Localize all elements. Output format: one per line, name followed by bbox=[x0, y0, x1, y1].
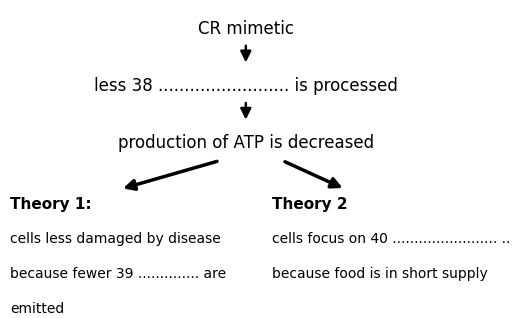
Text: production of ATP is decreased: production of ATP is decreased bbox=[118, 134, 374, 152]
Text: cells focus on 40 ........................ ..: cells focus on 40 ......................… bbox=[272, 232, 510, 246]
Text: because food is in short supply: because food is in short supply bbox=[272, 267, 488, 281]
Text: CR mimetic: CR mimetic bbox=[198, 20, 294, 38]
Text: Theory 1:: Theory 1: bbox=[10, 197, 92, 212]
Text: Theory 2: Theory 2 bbox=[272, 197, 348, 212]
Text: emitted: emitted bbox=[10, 302, 65, 316]
Text: cells less damaged by disease: cells less damaged by disease bbox=[10, 232, 221, 246]
Text: less 38 ......................... is processed: less 38 ......................... is pro… bbox=[94, 77, 398, 95]
Text: because fewer 39 .............. are: because fewer 39 .............. are bbox=[10, 267, 226, 281]
